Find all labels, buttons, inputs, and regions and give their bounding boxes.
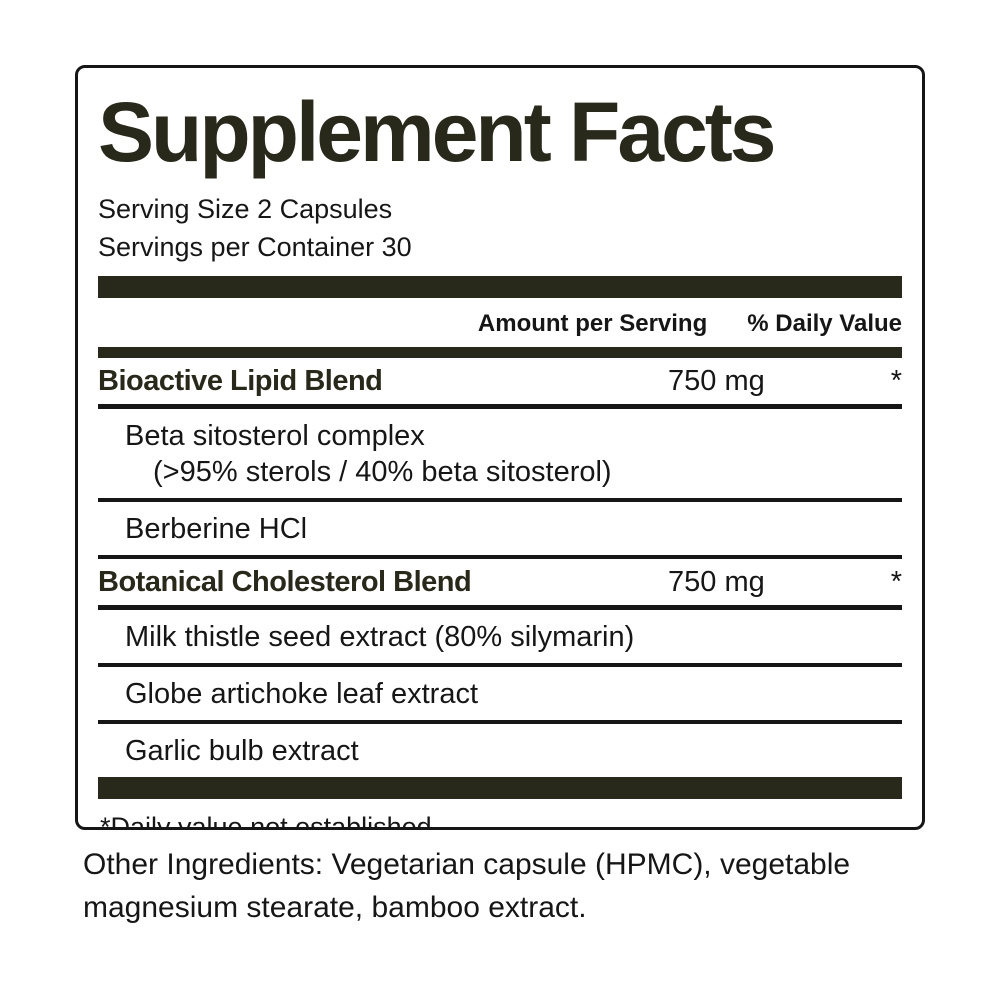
ingredient-name: Globe artichoke leaf extract: [125, 678, 479, 710]
table-row-ingredient: Berberine HCl: [98, 502, 902, 559]
column-header-row: Amount per Serving % Daily Value: [98, 298, 902, 347]
ingredient-name: Garlic bulb extract: [125, 735, 359, 767]
divider-bar-thick-top: [98, 276, 902, 298]
daily-value-asterisk: *: [890, 566, 902, 598]
other-ingredients-text: Other Ingredients: Vegetarian capsule (H…: [83, 848, 851, 924]
daily-value-asterisk: *: [890, 365, 902, 397]
ingredient-name: Berberine HCl: [125, 513, 308, 545]
blend-name: Botanical Cholesterol Blend: [98, 566, 472, 598]
blend-amount: 750 mg: [668, 566, 765, 598]
blend-name: Bioactive Lipid Blend: [98, 365, 383, 397]
blend-amount: 750 mg: [668, 365, 765, 397]
table-row-ingredient: Milk thistle seed extract (80% silymarin…: [98, 610, 902, 667]
table-row-ingredient: Beta sitosterol complex (>95% sterols / …: [98, 409, 902, 502]
column-header-amount: Amount per Serving: [477, 310, 708, 337]
ingredient-name: Beta sitosterol complex: [125, 420, 425, 452]
panel-title: Supplement Facts: [98, 85, 776, 179]
daily-value-footnote: *Daily value not established.: [100, 812, 440, 830]
table-row-ingredient: Garlic bulb extract: [98, 724, 902, 777]
servings-per-container: Servings per Container 30: [98, 232, 412, 262]
table-row-blend: Bioactive Lipid Blend 750 mg *: [98, 358, 902, 409]
serving-size: Serving Size 2 Capsules: [98, 194, 393, 224]
table-row-blend: Botanical Cholesterol Blend 750 mg *: [98, 559, 902, 610]
supplement-facts-panel: Supplement Facts Serving Size 2 Capsules…: [75, 65, 925, 830]
ingredient-name: Milk thistle seed extract (80% silymarin…: [125, 621, 635, 653]
column-header-daily-value: % Daily Value: [747, 310, 902, 337]
ingredient-detail: (>95% sterols / 40% beta sitosterol): [153, 456, 612, 488]
table-row-ingredient: Globe artichoke leaf extract: [98, 667, 902, 724]
divider-bar-thick-bottom: [98, 777, 902, 799]
divider-bar-medium: [98, 347, 902, 358]
